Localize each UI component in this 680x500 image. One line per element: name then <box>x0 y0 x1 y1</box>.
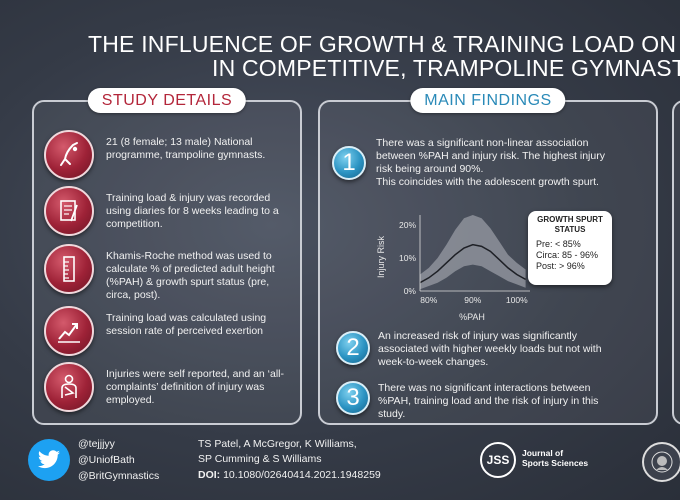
page-title-line-1: THE INFLUENCE OF GROWTH & TRAINING LOAD … <box>88 31 680 57</box>
injury-risk-series-line <box>419 243 526 284</box>
study-item: Training load was calculated using sessi… <box>44 306 299 362</box>
x-tick-label: 90% <box>464 295 481 305</box>
study-details-panel: STUDY DETAILS 21 (8 female; 13 male) Nat… <box>32 88 302 425</box>
growth-spurt-row-post: Post: > 96% <box>536 261 585 271</box>
trend-chart-icon <box>44 306 94 356</box>
twitter-handle-3[interactable]: @BritGymnastics <box>78 470 160 482</box>
confidence-band <box>420 215 526 290</box>
confidence-band-area <box>420 215 526 290</box>
journal-name-line-2: Sports Sciences <box>522 458 589 468</box>
y-axis-label: Injury Risk <box>376 236 386 279</box>
study-item: Khamis-Roche method was used to calculat… <box>44 244 299 301</box>
twitter-handle-2[interactable]: @UniofBath <box>78 454 135 466</box>
main-findings-header: MAIN FINDINGS <box>410 88 566 113</box>
x-tick-label: 80% <box>420 295 437 305</box>
chart-axes <box>419 215 530 292</box>
x-tick-label: 100% <box>506 295 528 305</box>
finding-3-text: There was no significant interactions be… <box>378 382 599 420</box>
twitter-handle-1[interactable]: @tejjjyy <box>78 438 115 450</box>
jss-logo: JSS <box>480 442 516 478</box>
journal-name: Journal of Sports Sciences <box>522 448 588 468</box>
x-axis-label: %PAH <box>459 312 485 322</box>
growth-spurt-title: GROWTH SPURT STATUS <box>537 215 603 234</box>
injured-person-icon <box>44 362 94 412</box>
journal-name-line-1: Journal of <box>522 448 564 458</box>
gymnast-icon <box>44 130 94 180</box>
twitter-icon <box>28 439 70 481</box>
doi-line: DOI: 10.1080/02640414.2021.1948259 <box>198 469 381 481</box>
growth-spurt-row-circa: Circa: 85 - 96% <box>536 250 599 260</box>
y-tick-label: 0% <box>404 286 417 296</box>
authors-line-2: SP Cumming & S Williams <box>198 453 322 465</box>
doi-label: DOI: <box>198 469 221 481</box>
finding-1-text: There was a significant non-linear assoc… <box>376 137 616 189</box>
doi-link[interactable]: 10.1080/02640414.2021.1948259 <box>223 469 381 481</box>
growth-spurt-status-box: GROWTH SPURT STATUS Pre: < 85% Circa: 85… <box>528 211 612 285</box>
finding-2-text: An increased risk of injury was signific… <box>378 330 602 368</box>
finding-1-body: There was a significant non-linear assoc… <box>376 137 605 175</box>
injury-risk-line <box>419 243 526 284</box>
study-item-text: 21 (8 female; 13 male) National programm… <box>106 136 266 161</box>
finding-number-1: 1 <box>332 146 366 180</box>
study-item: Training load & injury was recorded usin… <box>44 186 299 242</box>
study-item: 21 (8 female; 13 male) National programm… <box>44 130 299 186</box>
study-item-text: Injuries were self reported, and an ‘all… <box>106 368 285 406</box>
university-seal-icon <box>642 442 680 482</box>
study-item-text: Khamis-Roche method was used to calculat… <box>106 250 275 301</box>
study-item: Injuries were self reported, and an ‘all… <box>44 362 299 418</box>
y-tick-label: 10% <box>399 253 416 263</box>
next-panel-edge <box>672 100 680 425</box>
y-tick-labels: 0% 10% 20% <box>399 220 416 296</box>
finding-number-2: 2 <box>336 331 370 365</box>
study-item-text: Training load & injury was recorded usin… <box>106 192 279 230</box>
footer: @tejjjyy @UniofBath @BritGymnastics TS P… <box>0 430 680 500</box>
finding-1-emphasis: This coincides with the adolescent growt… <box>376 176 599 188</box>
authors-line-1: TS Patel, A McGregor, K Williams, <box>198 438 357 450</box>
y-tick-label: 20% <box>399 220 416 230</box>
diary-icon <box>44 186 94 236</box>
study-details-header: STUDY DETAILS <box>87 88 247 113</box>
page-title-line-2: IN COMPETITIVE, TRAMPOLINE GYMNASTS <box>212 55 680 81</box>
injury-risk-chart: 0% 10% 20% 80% 90% 100% Injury Risk %PAH <box>376 215 530 322</box>
growth-spurt-row-pre: Pre: < 85% <box>536 239 581 249</box>
x-tick-labels: 80% 90% 100% <box>420 295 528 305</box>
finding-number-3: 3 <box>336 381 370 415</box>
study-item-text: Training load was calculated using sessi… <box>106 312 267 337</box>
ruler-icon <box>44 244 94 294</box>
